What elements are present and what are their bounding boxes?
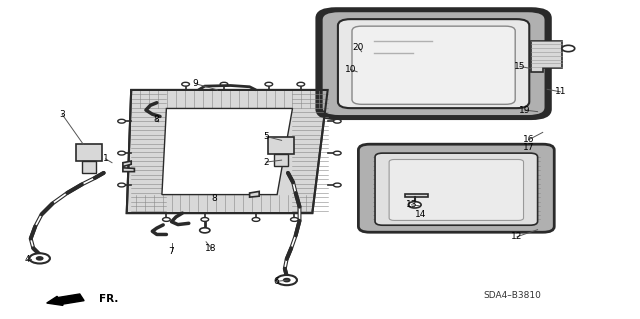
FancyBboxPatch shape [358,144,554,232]
Text: 14: 14 [415,210,426,219]
Text: 17: 17 [523,143,534,152]
Circle shape [252,218,260,221]
Polygon shape [162,108,292,195]
FancyBboxPatch shape [317,9,550,119]
Text: 20: 20 [353,43,364,52]
Text: 4: 4 [24,255,29,263]
Polygon shape [123,168,134,172]
Text: 8: 8 [154,115,159,124]
Text: 15: 15 [514,62,525,71]
Text: FR.: FR. [99,294,118,304]
Text: 2: 2 [264,158,269,167]
Text: SDA4–B3810: SDA4–B3810 [483,291,541,300]
Text: 6: 6 [274,277,279,286]
Circle shape [291,218,298,221]
Text: 5: 5 [264,132,269,141]
FancyBboxPatch shape [352,26,515,104]
Polygon shape [123,161,131,167]
Circle shape [276,275,297,285]
Text: 8: 8 [211,194,216,203]
Text: 12: 12 [511,232,523,241]
Circle shape [201,218,209,221]
Circle shape [29,253,50,263]
Circle shape [163,218,170,221]
Text: 10: 10 [345,65,356,74]
Circle shape [333,183,341,187]
Bar [268,137,294,154]
Circle shape [265,82,273,86]
Circle shape [220,82,228,86]
Text: 13: 13 [406,200,417,209]
FancyBboxPatch shape [375,153,538,225]
Circle shape [333,151,341,155]
Text: 1: 1 [103,154,108,163]
Bar [362,145,550,231]
Polygon shape [531,41,562,72]
Circle shape [200,228,210,233]
Circle shape [333,119,341,123]
Polygon shape [127,90,328,213]
Circle shape [182,82,189,86]
FancyBboxPatch shape [338,19,529,108]
FancyBboxPatch shape [321,11,546,116]
Bar [82,161,96,173]
FancyBboxPatch shape [389,160,524,220]
Text: 7: 7 [169,247,174,256]
Text: 16: 16 [523,135,534,144]
Circle shape [284,278,290,282]
Circle shape [36,257,43,260]
Circle shape [297,82,305,86]
Polygon shape [250,191,259,197]
Bar [76,144,102,161]
Text: 9: 9 [193,79,198,88]
Text: 18: 18 [205,244,217,253]
FancyArrow shape [47,294,84,305]
Text: 3: 3 [60,110,65,119]
Circle shape [408,202,421,208]
Polygon shape [405,194,428,197]
Circle shape [562,45,575,52]
Bar [274,154,288,166]
Text: 19: 19 [519,106,531,115]
Circle shape [118,183,125,187]
Circle shape [118,119,125,123]
Text: 11: 11 [555,87,566,96]
Circle shape [118,151,125,155]
